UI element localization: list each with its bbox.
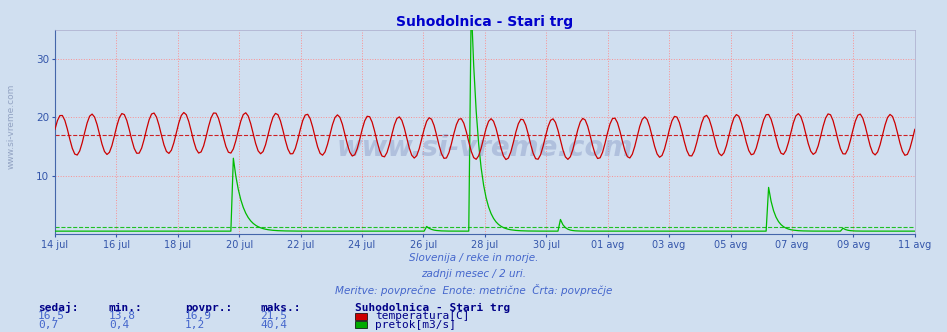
Text: 0,4: 0,4 [109,320,129,330]
Text: maks.:: maks.: [260,303,301,313]
Text: povpr.:: povpr.: [185,303,232,313]
Title: Suhodolnica - Stari trg: Suhodolnica - Stari trg [396,15,574,29]
Text: 13,8: 13,8 [109,311,136,321]
Text: www.si-vreme.com: www.si-vreme.com [7,83,16,169]
Text: Slovenija / reke in morje.: Slovenija / reke in morje. [409,253,538,263]
Text: zadnji mesec / 2 uri.: zadnji mesec / 2 uri. [421,269,526,279]
Text: Meritve: povprečne  Enote: metrične  Črta: povprečje: Meritve: povprečne Enote: metrične Črta:… [335,284,612,296]
Text: temperatura[C]: temperatura[C] [375,311,470,321]
Text: 21,5: 21,5 [260,311,288,321]
Text: Suhodolnica - Stari trg: Suhodolnica - Stari trg [355,303,510,313]
Text: www.si-vreme.com: www.si-vreme.com [336,134,634,162]
Text: 0,7: 0,7 [38,320,58,330]
Text: 16,9: 16,9 [185,311,212,321]
Text: 40,4: 40,4 [260,320,288,330]
Text: sedaj:: sedaj: [38,302,79,313]
Text: 16,5: 16,5 [38,311,65,321]
Text: 1,2: 1,2 [185,320,205,330]
Text: min.:: min.: [109,303,143,313]
Text: pretok[m3/s]: pretok[m3/s] [375,320,456,330]
